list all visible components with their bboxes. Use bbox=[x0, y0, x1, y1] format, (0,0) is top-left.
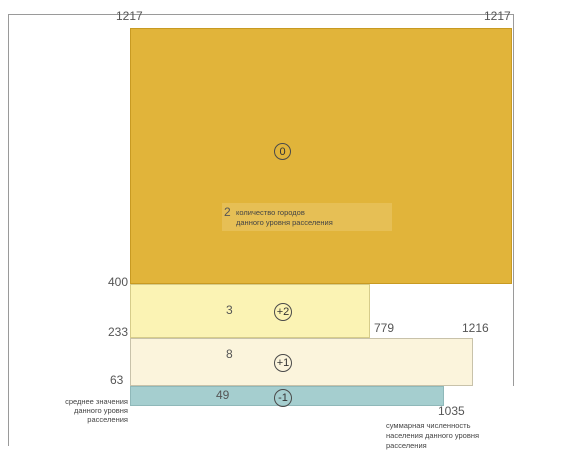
bottom-note-line1: суммарная численность bbox=[386, 421, 471, 430]
bottom-note-line3: расселения bbox=[386, 441, 427, 450]
level-plus2-circle: +2 bbox=[274, 303, 292, 321]
bottom-note-line2: населения данного уровня bbox=[386, 431, 480, 440]
label-x-1035: 1035 bbox=[438, 404, 465, 418]
caption-box bbox=[222, 203, 392, 231]
level-minus1-circle: -1 bbox=[274, 389, 292, 407]
left-note-line3: расселения bbox=[87, 415, 128, 424]
frame-left-line bbox=[8, 14, 9, 446]
level-0-count: 2 bbox=[224, 205, 231, 219]
frame-right-line bbox=[513, 14, 514, 386]
label-x-1216: 1216 bbox=[462, 321, 489, 335]
label-y-63: 63 bbox=[110, 373, 124, 387]
frame-top-line bbox=[8, 14, 514, 15]
left-note-line1: среднее значения bbox=[65, 397, 128, 406]
level-0-caption-line2: данного уровня расселения bbox=[236, 218, 333, 227]
level-plus1-count: 8 bbox=[226, 347, 233, 361]
level-plus1-circle: +1 bbox=[274, 354, 292, 372]
level-0-circle: 0 bbox=[274, 143, 291, 160]
level-0-caption-line1: количество городов bbox=[236, 208, 305, 217]
label-x-779: 779 bbox=[374, 321, 395, 335]
label-y-400: 400 bbox=[108, 275, 129, 289]
level-plus2-rect bbox=[130, 284, 370, 338]
level-plus2-count: 3 bbox=[226, 303, 233, 317]
level-minus1-count: 49 bbox=[216, 388, 230, 402]
label-top-right: 1217 bbox=[484, 9, 511, 23]
level-0-rect bbox=[130, 28, 512, 284]
label-top-left: 1217 bbox=[116, 9, 143, 23]
left-note-line2: данного уровня bbox=[73, 406, 128, 415]
level-plus1-rect bbox=[130, 338, 473, 386]
label-y-233: 233 bbox=[108, 325, 129, 339]
